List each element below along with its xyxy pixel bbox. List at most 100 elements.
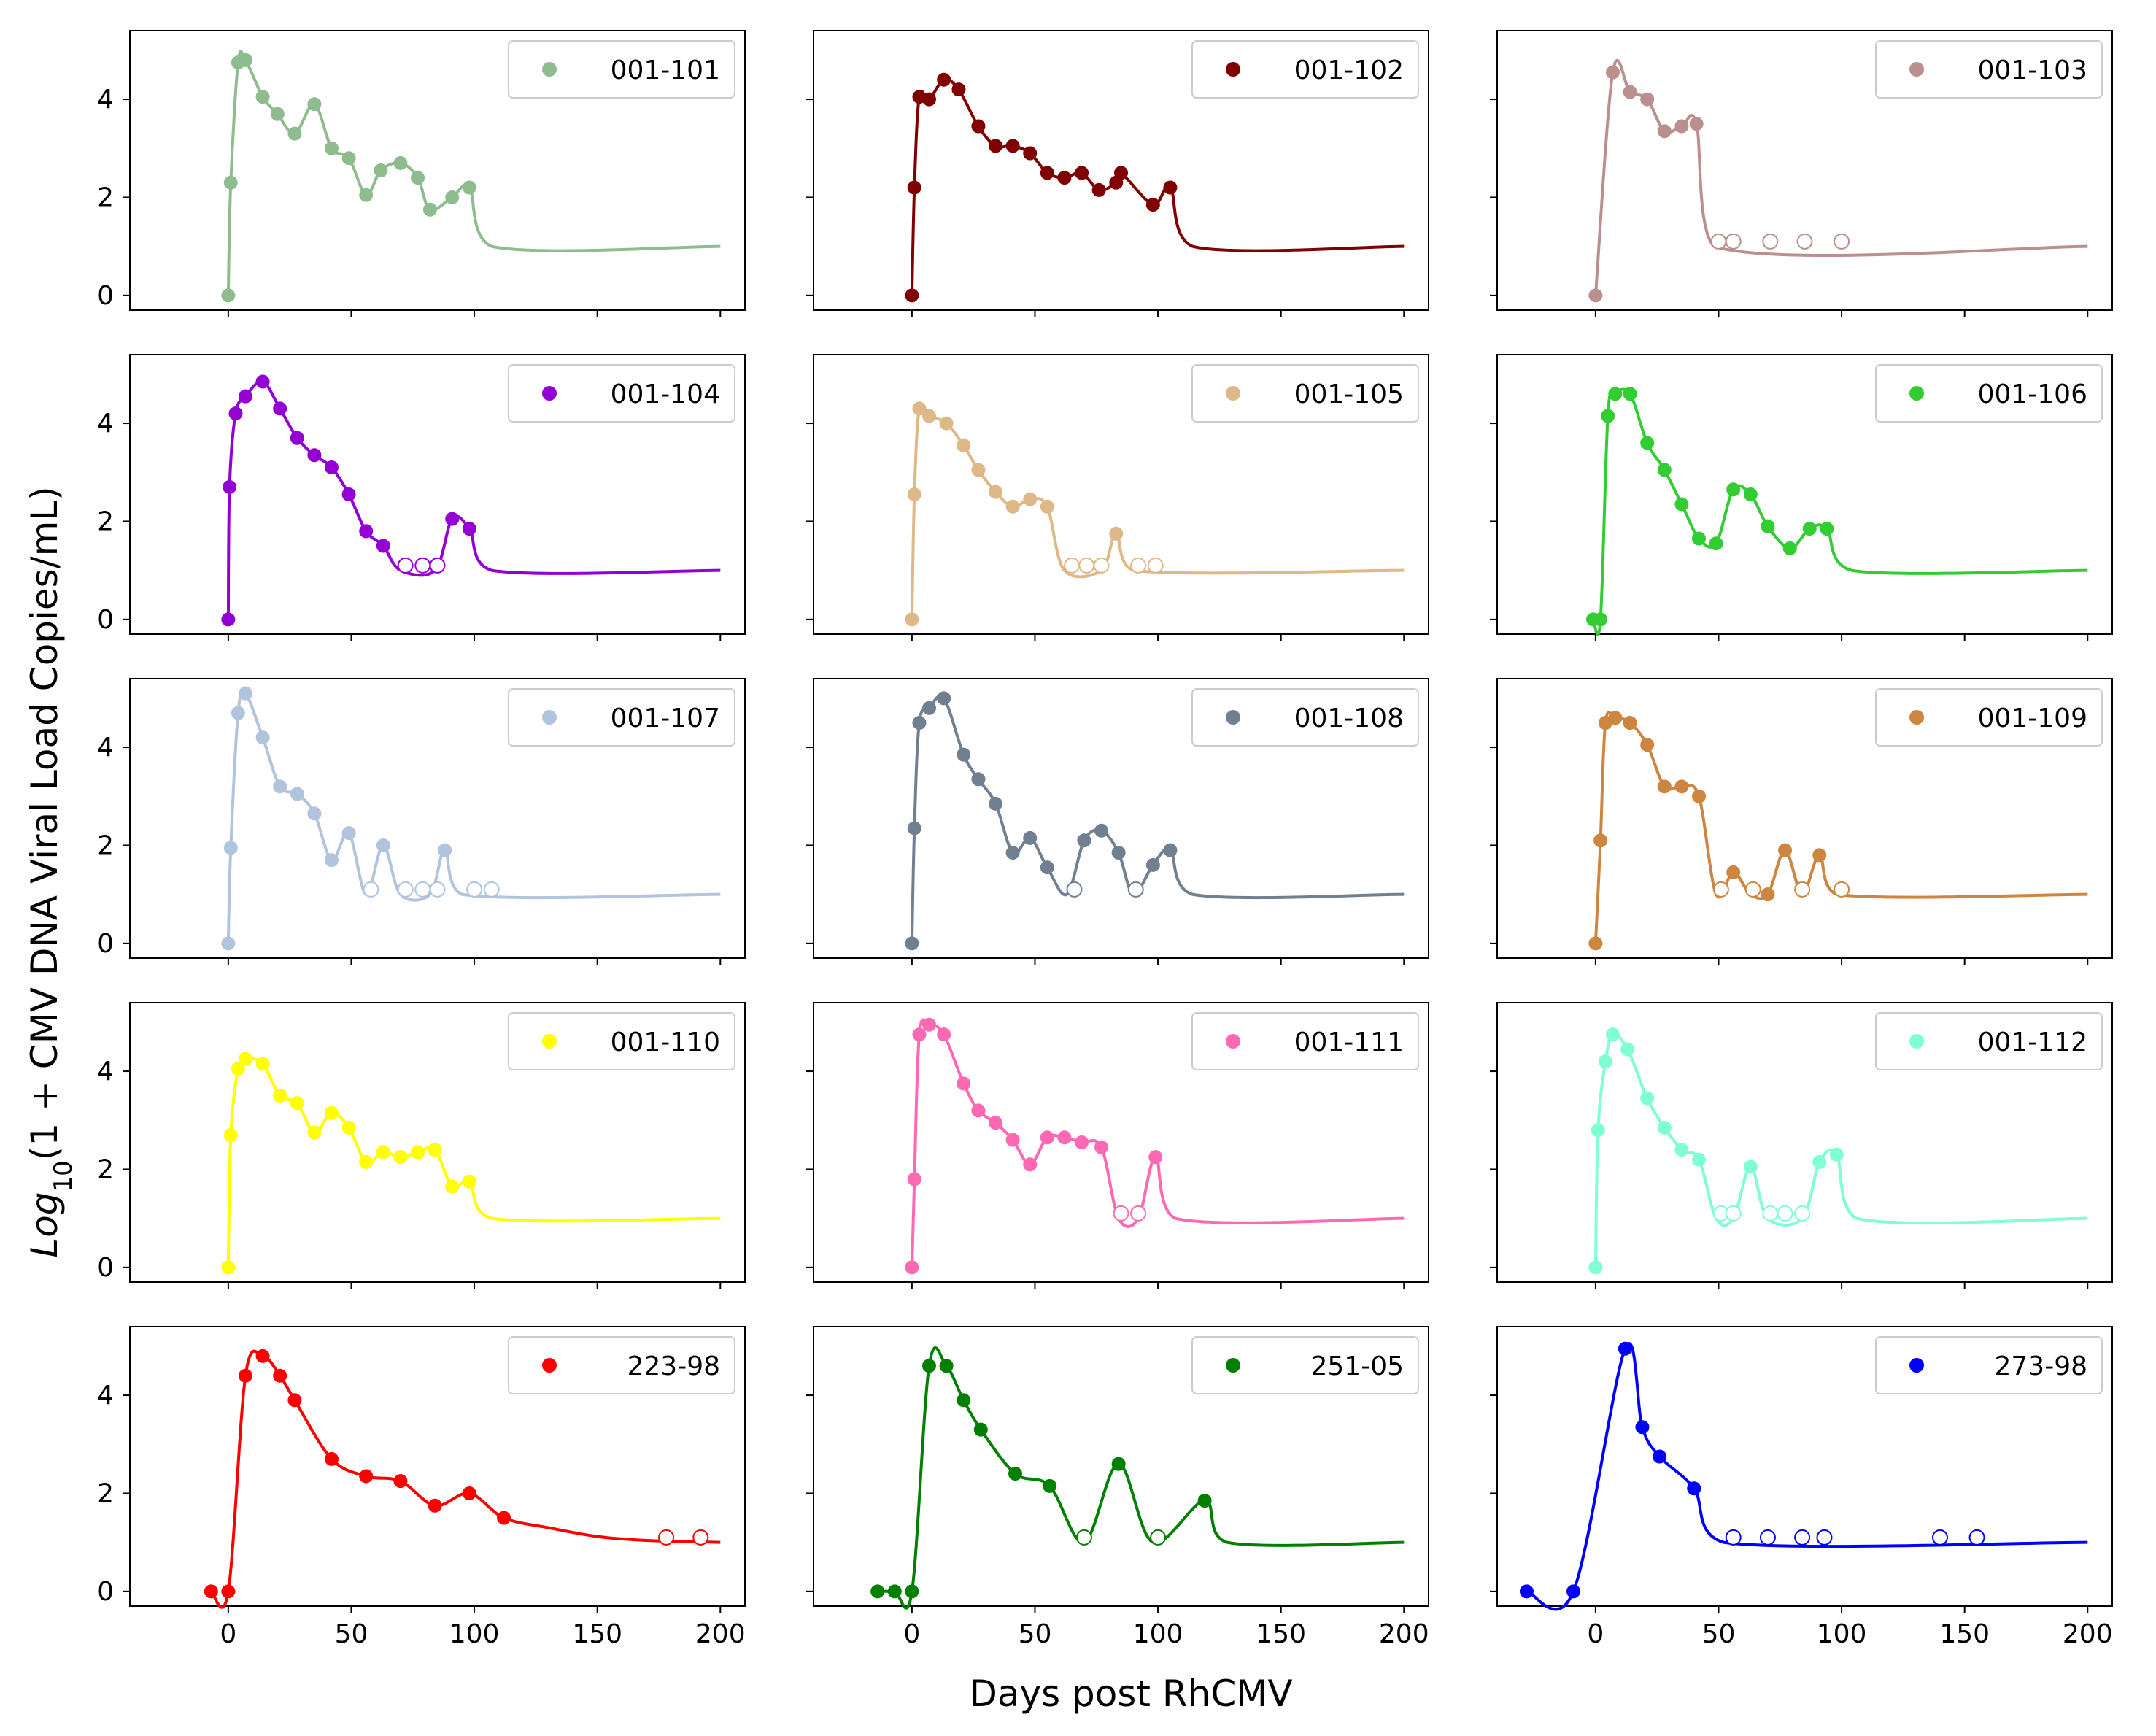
data-point bbox=[1091, 182, 1106, 197]
data-point bbox=[221, 288, 236, 303]
legend-marker bbox=[542, 710, 557, 725]
data-point bbox=[1005, 499, 1020, 514]
data-point bbox=[231, 706, 245, 720]
data-point-below-limit bbox=[1113, 1205, 1129, 1222]
data-point bbox=[438, 843, 452, 857]
data-point bbox=[870, 1584, 885, 1599]
data-point bbox=[376, 539, 390, 553]
data-point bbox=[1812, 1154, 1827, 1169]
data-point bbox=[221, 1260, 236, 1275]
data-point bbox=[393, 1150, 408, 1165]
legend-box bbox=[1191, 1012, 1419, 1070]
data-point bbox=[1588, 1260, 1603, 1275]
data-point bbox=[273, 1089, 287, 1103]
data-point bbox=[223, 175, 238, 190]
y-tick-label: 2 bbox=[97, 182, 114, 212]
data-point bbox=[290, 787, 304, 801]
data-point bbox=[1623, 85, 1637, 99]
data-point bbox=[921, 92, 936, 107]
legend-box bbox=[508, 1012, 735, 1070]
data-point bbox=[255, 374, 270, 389]
data-point bbox=[1657, 1120, 1672, 1135]
data-point bbox=[238, 1368, 252, 1383]
legend-marker bbox=[1226, 1358, 1240, 1373]
data-point-below-limit bbox=[1710, 233, 1727, 250]
data-point bbox=[921, 1017, 936, 1032]
data-point bbox=[1023, 830, 1038, 845]
legend: 001-103 bbox=[1875, 40, 2103, 99]
data-point bbox=[957, 1393, 971, 1408]
data-point bbox=[905, 1260, 919, 1275]
data-point bbox=[1605, 1027, 1620, 1042]
data-point bbox=[325, 141, 339, 155]
data-point bbox=[359, 1154, 374, 1169]
data-point bbox=[971, 1103, 986, 1118]
data-point bbox=[1598, 1054, 1612, 1069]
data-point-below-limit bbox=[1093, 557, 1110, 574]
data-point-below-limit bbox=[1725, 1205, 1742, 1222]
data-point bbox=[1148, 1150, 1163, 1165]
legend-box bbox=[1875, 1012, 2103, 1070]
data-point bbox=[307, 806, 322, 821]
data-point-below-limit bbox=[1744, 881, 1761, 898]
x-tick-label: 200 bbox=[1379, 1619, 1429, 1649]
data-point bbox=[238, 686, 252, 701]
legend-box bbox=[508, 688, 735, 747]
data-point bbox=[221, 1584, 236, 1599]
y-tick-label: 2 bbox=[97, 1154, 114, 1184]
data-point bbox=[273, 1368, 287, 1383]
legend-label: 001-103 bbox=[1978, 55, 2087, 85]
data-point bbox=[238, 53, 252, 67]
data-point bbox=[1623, 715, 1637, 730]
data-point bbox=[1674, 119, 1689, 134]
data-point bbox=[1692, 531, 1707, 546]
data-point bbox=[445, 190, 460, 204]
data-point bbox=[951, 82, 966, 97]
data-point bbox=[1640, 1091, 1655, 1106]
legend-box bbox=[1191, 688, 1419, 747]
data-point bbox=[905, 1584, 919, 1599]
y-tick-label: 4 bbox=[97, 1381, 114, 1411]
data-point bbox=[989, 796, 1003, 811]
data-point bbox=[273, 401, 287, 416]
legend-marker bbox=[542, 1358, 557, 1373]
legend-marker bbox=[1909, 1358, 1924, 1373]
y-axis-title-subscript: 10 bbox=[49, 1160, 78, 1192]
x-axis-title: Days post RhCMV bbox=[969, 1673, 1292, 1715]
data-point bbox=[1709, 536, 1723, 551]
data-point bbox=[411, 171, 425, 185]
legend-marker bbox=[1909, 386, 1924, 401]
data-point bbox=[273, 779, 287, 794]
series-line bbox=[1526, 1342, 2088, 1611]
data-point bbox=[255, 90, 270, 104]
data-point bbox=[1519, 1584, 1534, 1599]
data-point bbox=[238, 389, 252, 404]
y-tick-label: 4 bbox=[97, 409, 114, 439]
legend-marker bbox=[1909, 710, 1924, 725]
data-point bbox=[462, 180, 476, 195]
data-point bbox=[287, 1393, 302, 1408]
data-point-below-limit bbox=[1130, 557, 1147, 574]
data-point bbox=[1674, 1143, 1689, 1157]
data-point bbox=[325, 1106, 339, 1120]
data-point bbox=[1114, 166, 1128, 180]
data-point bbox=[428, 1498, 442, 1513]
legend-box bbox=[1875, 40, 2103, 99]
data-point bbox=[912, 715, 927, 730]
data-point bbox=[221, 936, 236, 951]
data-point bbox=[204, 1584, 218, 1599]
legend-label: 001-107 bbox=[611, 703, 720, 733]
data-point bbox=[462, 1174, 476, 1189]
data-point-below-limit bbox=[1794, 881, 1811, 898]
data-point bbox=[1094, 823, 1109, 838]
y-tick-label: 4 bbox=[97, 733, 114, 763]
data-point bbox=[1057, 171, 1072, 185]
data-point-below-limit bbox=[1064, 557, 1081, 574]
data-point bbox=[445, 1179, 460, 1194]
y-tick-label: 0 bbox=[97, 605, 114, 635]
data-point bbox=[921, 1359, 936, 1373]
data-point bbox=[462, 1486, 476, 1500]
data-point bbox=[971, 772, 986, 787]
data-point bbox=[376, 1145, 390, 1160]
data-point bbox=[1163, 180, 1178, 195]
